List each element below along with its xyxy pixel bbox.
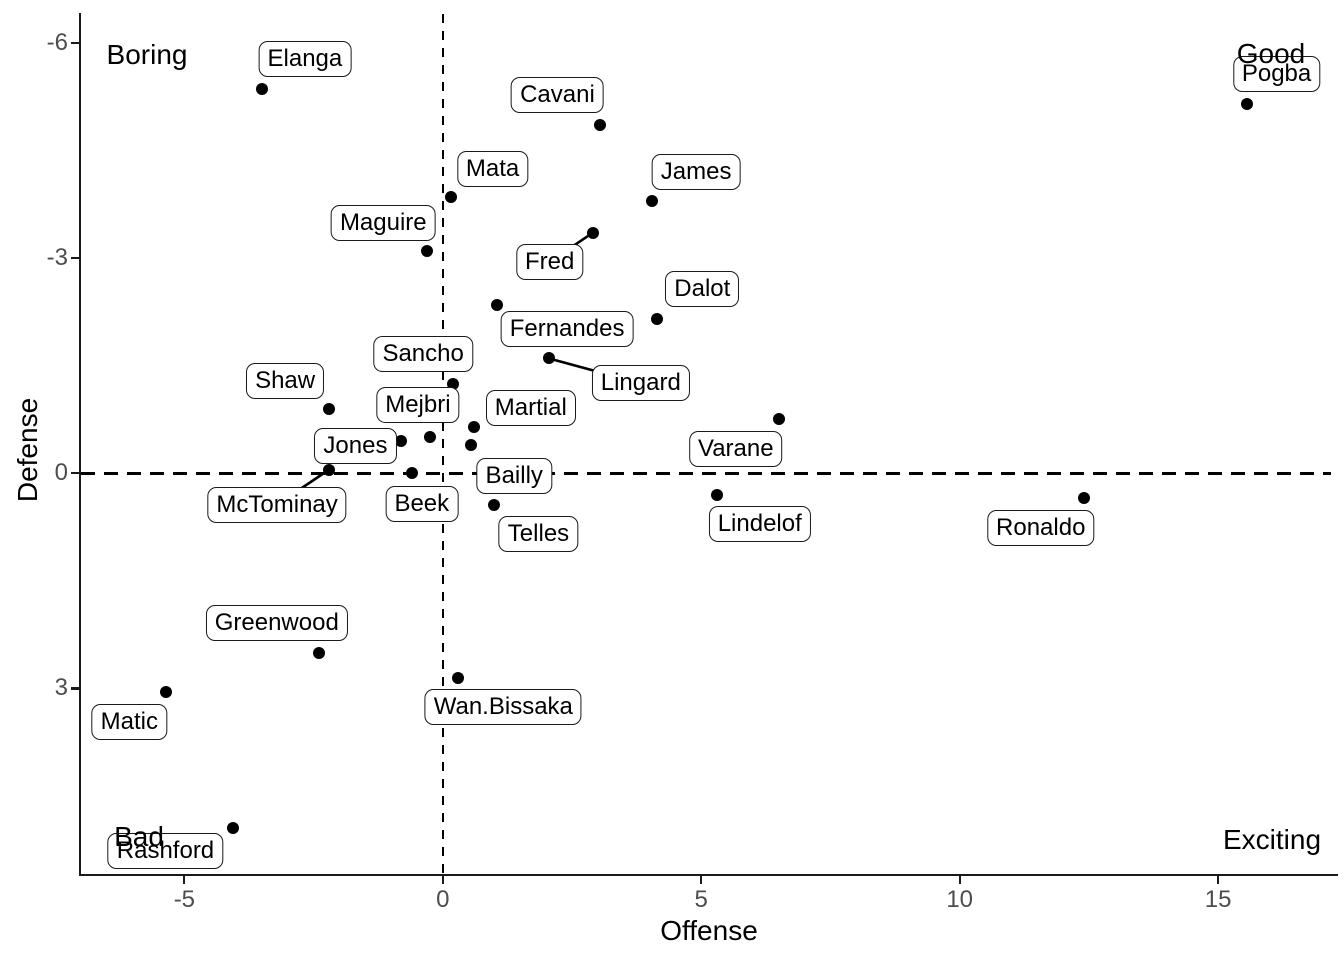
data-point-martial	[467, 420, 480, 433]
player-label-bailly: Bailly	[476, 457, 552, 494]
player-label-maguire: Maguire	[330, 204, 436, 241]
annotation-exciting: Exciting	[1222, 824, 1322, 855]
player-label-greenwood: Greenwood	[205, 604, 348, 641]
data-point-mata	[444, 190, 457, 203]
player-label-mctominay: McTominay	[207, 486, 347, 523]
player-label-wan.bissaka: Wan.Bissaka	[424, 688, 582, 725]
x-tick-label: 0	[436, 886, 450, 913]
data-point-bailly	[465, 438, 478, 451]
x-tick-mark	[958, 876, 961, 884]
player-label-mejbri: Mejbri	[376, 387, 460, 424]
vertical-zero-reference-line	[441, 14, 445, 875]
data-point-fernandes	[491, 298, 504, 311]
annotation-good: Good	[1236, 38, 1306, 69]
x-tick-label: 10	[946, 886, 974, 913]
x-tick-mark	[1217, 876, 1220, 884]
player-label-elanga: Elanga	[258, 41, 352, 78]
data-point-pogba	[1240, 97, 1253, 110]
data-point-shaw	[323, 402, 336, 415]
player-label-varane: Varane	[688, 431, 783, 468]
player-label-lindelof: Lindelof	[708, 505, 811, 542]
player-label-shaw: Shaw	[246, 362, 325, 399]
data-point-telles	[488, 499, 501, 512]
player-label-telles: Telles	[498, 516, 579, 553]
y-tick-label: 0	[54, 459, 68, 487]
player-label-matic: Matic	[91, 704, 167, 741]
data-point-mejbri	[423, 431, 436, 444]
data-point-jones	[395, 434, 408, 447]
data-point-greenwood	[312, 646, 325, 659]
player-label-dalot: Dalot	[665, 270, 740, 307]
x-tick-mark	[700, 876, 703, 884]
y-axis-line	[79, 13, 82, 876]
data-point-mctominay	[323, 463, 336, 476]
data-point-cavani	[594, 119, 607, 132]
x-tick-mark	[441, 876, 444, 884]
x-tick-label: -5	[173, 886, 196, 913]
player-label-fred: Fred	[516, 243, 584, 280]
y-tick-label: 3	[54, 674, 68, 702]
player-label-sancho: Sancho	[373, 335, 473, 372]
data-point-lindelof	[710, 488, 723, 501]
player-label-ronaldo: Ronaldo	[987, 510, 1095, 547]
y-tick-mark	[71, 256, 79, 260]
data-point-elanga	[255, 83, 268, 96]
annotation-bad: Bad	[114, 821, 164, 852]
y-tick-mark	[71, 687, 79, 690]
player-label-lingard: Lingard	[591, 365, 690, 402]
data-point-dalot	[651, 312, 664, 325]
y-tick-label: -6	[46, 28, 68, 56]
x-tick-label: 15	[1204, 886, 1232, 913]
annotation-boring: Boring	[106, 39, 188, 70]
y-tick-label: -3	[46, 243, 68, 271]
player-label-martial: Martial	[485, 389, 576, 426]
data-point-lingard	[542, 352, 555, 365]
data-point-fred	[586, 226, 599, 239]
y-tick-mark	[71, 472, 79, 475]
player-label-mata: Mata	[456, 150, 529, 187]
data-point-sancho	[447, 377, 460, 390]
y-tick-mark	[71, 41, 79, 44]
player-label-fernandes: Fernandes	[500, 310, 634, 347]
data-point-maguire	[421, 244, 434, 257]
x-tick-label: 5	[694, 886, 708, 913]
player-label-pogba: Pogba	[1232, 55, 1321, 92]
data-point-james	[646, 194, 659, 207]
data-point-beek	[405, 467, 418, 480]
data-point-wan.bissaka	[452, 671, 465, 684]
data-point-ronaldo	[1077, 492, 1090, 505]
player-label-rashford: Rashford	[107, 833, 224, 870]
player-label-james: James	[651, 153, 741, 190]
horizontal-zero-reference-line	[81, 472, 1331, 475]
x-axis-line	[79, 874, 1338, 877]
data-point-matic	[160, 686, 173, 699]
x-axis-title: Offense	[660, 915, 758, 946]
player-label-cavani: Cavani	[511, 77, 604, 114]
player-label-beek: Beek	[385, 486, 459, 523]
data-point-rashford	[227, 822, 240, 835]
data-point-varane	[772, 413, 785, 426]
x-tick-mark	[183, 876, 186, 884]
player-label-jones: Jones	[314, 427, 397, 464]
